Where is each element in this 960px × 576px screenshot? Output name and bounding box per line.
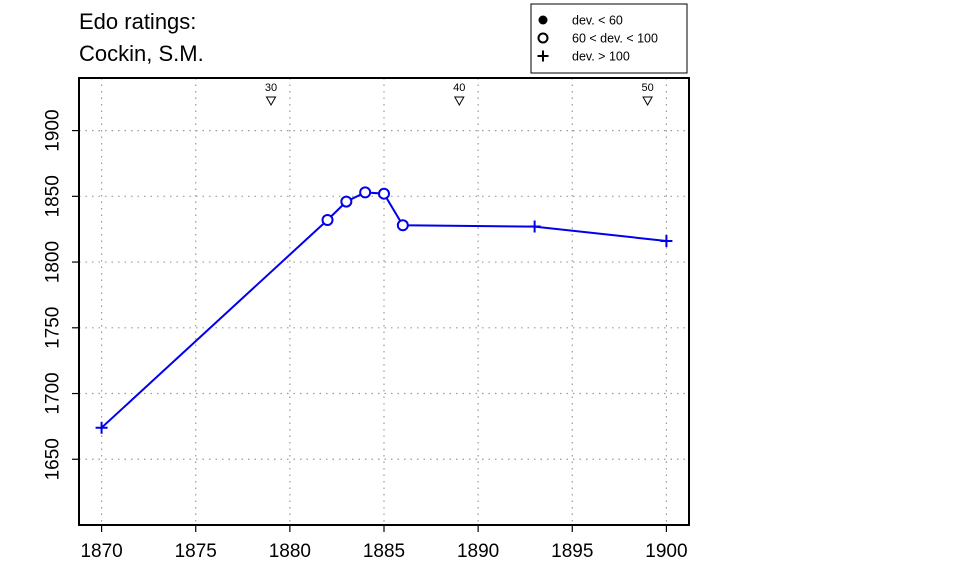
chart-title-line-2: Cockin, S.M. bbox=[79, 41, 204, 66]
legend-label: dev. < 60 bbox=[572, 14, 623, 28]
x-tick-label: 1880 bbox=[269, 541, 311, 562]
y-tick-label: 1750 bbox=[43, 307, 64, 349]
axes: 1870 1875 1880 1885 1890 1895 1900 1650 1700 1750… bbox=[43, 109, 688, 562]
plot-frame bbox=[78, 77, 690, 526]
chart-title-line-1: Edo ratings: bbox=[79, 9, 197, 34]
y-tick-label: 1900 bbox=[43, 109, 64, 151]
x-tick-label: 1895 bbox=[551, 541, 593, 562]
y-tick-label: 1650 bbox=[43, 438, 64, 480]
legend-label: dev. > 100 bbox=[572, 50, 630, 64]
data-point-open-circle bbox=[378, 187, 390, 200]
y-tick-label: 1700 bbox=[43, 372, 64, 414]
age-label: 30 bbox=[265, 82, 277, 94]
age-marker-triangle bbox=[453, 96, 465, 107]
legend-box bbox=[530, 3, 688, 74]
age-label: 50 bbox=[641, 82, 653, 94]
legend-plus-icon bbox=[537, 50, 549, 62]
age-marker-triangle bbox=[642, 96, 653, 107]
legend-filled-circle-icon bbox=[538, 15, 548, 25]
legend-open-circle-icon bbox=[537, 32, 549, 44]
data-point-plus bbox=[95, 421, 108, 434]
y-tick-label: 1800 bbox=[43, 241, 64, 283]
age-marker-triangle bbox=[265, 96, 277, 107]
rating-series bbox=[95, 186, 673, 434]
data-point-open-circle bbox=[359, 186, 372, 199]
grid-lines bbox=[79, 78, 689, 525]
age-markers: 30 40 50 bbox=[265, 82, 654, 107]
age-label: 40 bbox=[453, 82, 465, 94]
x-tick-label: 1890 bbox=[457, 541, 499, 562]
legend-label: 60 < dev. < 100 bbox=[572, 32, 658, 46]
x-tick-label: 1885 bbox=[363, 541, 405, 562]
data-point-open-circle bbox=[321, 213, 334, 226]
y-tick-label: 1850 bbox=[43, 175, 64, 217]
x-tick-label: 1900 bbox=[645, 541, 687, 562]
x-tick-label: 1870 bbox=[80, 541, 122, 562]
data-point-plus bbox=[528, 220, 541, 233]
x-tick-label: 1875 bbox=[175, 541, 217, 562]
data-point-open-circle bbox=[396, 219, 409, 232]
data-point-open-circle bbox=[340, 195, 353, 208]
legend: dev. < 60 60 < dev. < 100 dev. > 100 bbox=[530, 3, 688, 74]
data-point-plus bbox=[660, 235, 673, 248]
